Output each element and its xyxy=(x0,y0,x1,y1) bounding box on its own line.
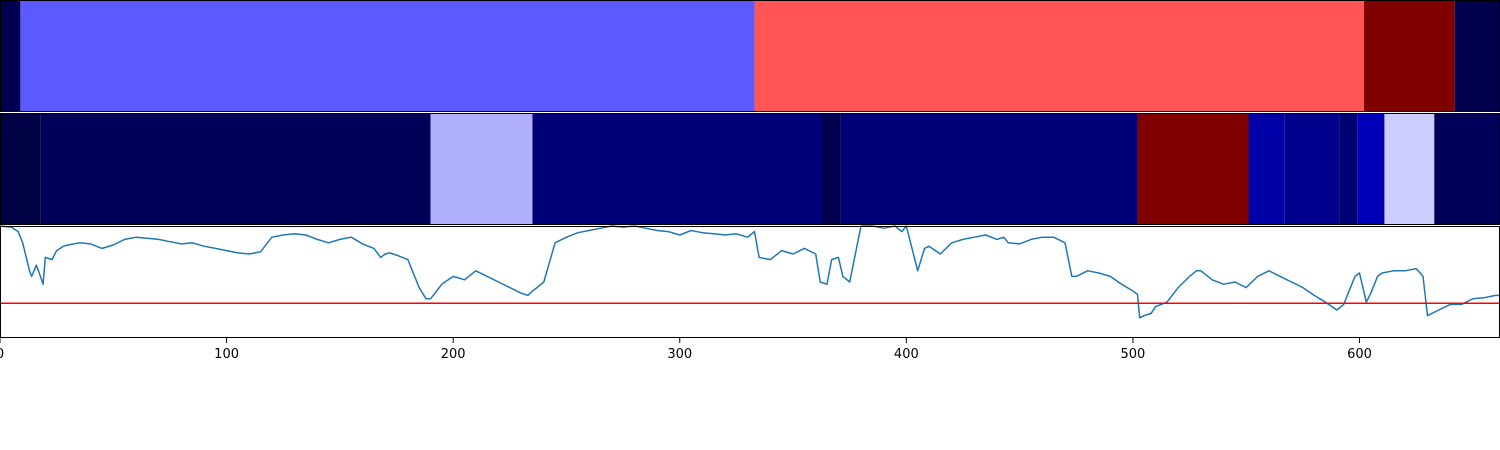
x-tick-label: 400 xyxy=(894,347,919,362)
line-panel-background xyxy=(0,226,1500,338)
signal-line xyxy=(0,225,1500,319)
x-tick-label: 600 xyxy=(1347,347,1372,362)
segment-top-0 xyxy=(0,0,21,112)
segment-top-3 xyxy=(1364,0,1455,112)
segment-top-2 xyxy=(754,0,1365,112)
segment-mid-8 xyxy=(1284,113,1340,225)
x-tick-label: 100 xyxy=(214,347,239,362)
x-tick-label: 200 xyxy=(441,347,466,362)
segment-mid-3 xyxy=(532,113,823,225)
segment-mid-9 xyxy=(1339,113,1358,225)
segment-mid-7 xyxy=(1248,113,1285,225)
segment-mid-2 xyxy=(430,113,533,225)
segment-mid-11 xyxy=(1384,113,1435,225)
segment-mid-6 xyxy=(1137,113,1249,225)
segment-mid-0 xyxy=(0,113,41,225)
x-axis: 0 100 200 300 400 500 600 xyxy=(0,338,1372,362)
top-segment-strip xyxy=(0,0,1500,112)
segment-top-4 xyxy=(1454,0,1500,112)
middle-segment-strip xyxy=(0,113,1500,225)
segment-top-1 xyxy=(20,0,755,112)
x-tick-label: 300 xyxy=(667,347,692,362)
segment-mid-4 xyxy=(822,113,841,225)
signal-line-panel xyxy=(0,225,1500,338)
segment-mid-10 xyxy=(1357,113,1385,225)
x-tick-label: 500 xyxy=(1121,347,1146,362)
x-tick-label: 0 xyxy=(0,347,4,362)
segment-mid-1 xyxy=(40,113,431,225)
segment-mid-5 xyxy=(840,113,1138,225)
segment-mid-12 xyxy=(1434,113,1500,225)
